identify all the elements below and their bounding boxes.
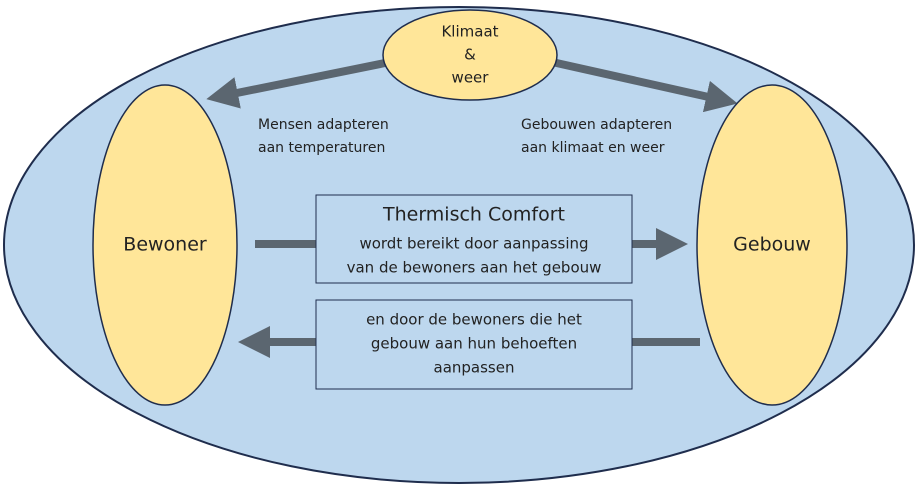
node-text: Klimaat [441,23,498,41]
node-ellipse [92,84,238,406]
node-text: Bewoner [123,234,207,256]
box-title: Thermisch Comfort [382,204,565,226]
node-ellipse [382,9,558,101]
box-text: en door de bewoners die het [366,311,582,329]
label-text: Mensen adapteren [258,117,389,133]
node-ellipse [696,84,848,406]
label-text: Gebouwen adapteren [521,117,672,133]
node-text: weer [452,69,490,87]
arrow [206,58,391,109]
label-text: aan temperaturen [258,140,385,156]
text-box [315,299,633,390]
box-text: gebouw aan hun behoeften [371,335,577,353]
node-text: & [464,46,476,64]
text-box [315,194,633,284]
box-text: wordt bereikt door aanpassing [359,235,588,253]
label-text: aan klimaat en weer [521,140,665,156]
box-text: van de bewoners aan het gebouw [347,259,602,277]
arrow [551,58,738,113]
node-text: Gebouw [733,234,811,256]
box-text: aanpassen [434,359,515,377]
